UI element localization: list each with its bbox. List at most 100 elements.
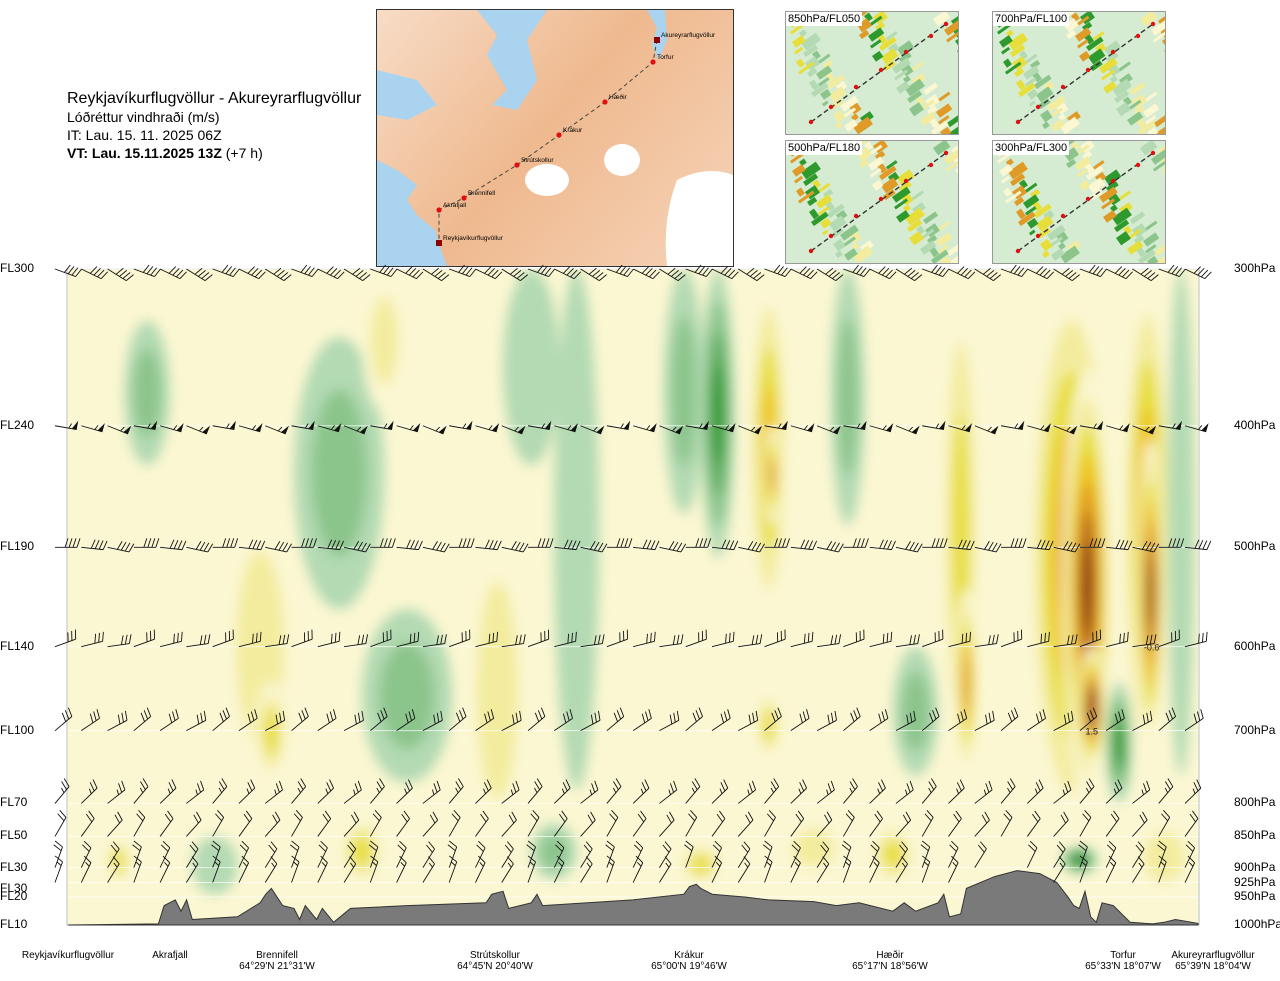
wind-barb — [238, 810, 253, 837]
field-patch — [1088, 177, 1106, 194]
wind-barb — [922, 420, 946, 431]
wind-barb — [685, 707, 703, 732]
field-patch — [1006, 158, 1014, 167]
field-patch — [1162, 37, 1165, 46]
contour-annotations: -0.6 1.5 — [1086, 643, 1160, 737]
mini-waypoint — [828, 233, 834, 239]
field-blob-19-6 — [1082, 540, 1093, 632]
field-patch — [1029, 100, 1036, 107]
wind-barb — [317, 709, 337, 732]
field-patch — [839, 95, 859, 112]
wind-barb — [1184, 423, 1209, 433]
wind-barb — [501, 811, 517, 837]
wind-barb — [54, 629, 77, 648]
location-label: Akureyrarflugvöllur 65°39'N 18°04'W — [1143, 950, 1280, 972]
wind-barb — [632, 855, 644, 883]
field-patch — [1036, 86, 1054, 103]
level-map[interactable]: 300hPa/FL300 — [992, 140, 1166, 264]
wind-barb — [133, 629, 155, 648]
wind-barb — [1158, 855, 1167, 883]
field-patch — [1030, 59, 1041, 70]
field-patch — [1156, 124, 1165, 134]
field-patch — [857, 147, 872, 162]
mini-waypoint — [1060, 213, 1066, 219]
wind-barb — [790, 539, 818, 551]
wind-barb — [475, 810, 489, 837]
field-patch — [790, 23, 805, 35]
wind-barb — [80, 779, 98, 804]
wind-barb — [1079, 778, 1095, 804]
field-patch — [899, 52, 912, 64]
wind-barb — [212, 629, 234, 648]
field-patch — [1042, 250, 1050, 259]
wind-barb — [343, 811, 360, 837]
field-patch — [899, 181, 912, 193]
wind-barb — [606, 778, 622, 804]
field-patch — [881, 177, 899, 194]
field-patch — [907, 219, 923, 233]
overview-map[interactable]: Akureyrarflugvöllur Torfur Hæðir Krákur Strú… — [376, 9, 734, 267]
field-patch — [1145, 115, 1157, 125]
wind-barb — [553, 855, 565, 883]
field-patch — [799, 29, 807, 38]
wind-barb — [447, 840, 458, 868]
wind-barb — [449, 420, 473, 431]
location-coord: 65°00'N 19°46'W — [651, 961, 727, 972]
field-patch — [1100, 69, 1116, 81]
fl-label-600: FL140 — [0, 638, 35, 653]
field-patch — [999, 164, 1013, 177]
wind-barb — [422, 841, 435, 868]
field-patch — [1153, 31, 1165, 43]
field-patch — [794, 46, 804, 55]
wind-barb — [974, 780, 993, 804]
level-map[interactable]: 700hPa/FL100 — [992, 11, 1166, 135]
field-patch — [1075, 156, 1092, 171]
field-patch — [1014, 196, 1025, 207]
wind-barb — [1132, 267, 1159, 282]
field-blob-28-2 — [351, 835, 372, 867]
wind-barb — [895, 811, 912, 837]
field-patch — [1018, 211, 1036, 227]
field-patch — [790, 152, 805, 164]
level-map-label: 850hPa/FL050 — [786, 12, 863, 26]
wind-barb — [869, 266, 897, 280]
wind-barb — [738, 710, 759, 732]
wind-barb — [1158, 264, 1186, 277]
field-patch — [803, 44, 819, 58]
field-patch — [1106, 52, 1119, 64]
field-patch — [864, 12, 873, 22]
wind-barb — [1106, 631, 1129, 648]
location-coord: 65°39'N 18°04'W — [1175, 961, 1251, 972]
wind-barb — [159, 779, 177, 804]
field-blob-33-1 — [1143, 832, 1185, 882]
wind-barb — [212, 420, 236, 431]
mini-waypoint — [1135, 162, 1141, 168]
field-patch — [801, 161, 821, 180]
wind-barb — [632, 266, 660, 280]
mini-waypoint — [1150, 21, 1156, 27]
field-blob-3-0 — [503, 269, 560, 466]
wind-barb — [396, 855, 407, 883]
mini-waypoint — [1150, 150, 1156, 156]
field-patch — [897, 40, 915, 57]
field-patch — [907, 90, 923, 104]
wind-barb — [1079, 629, 1102, 648]
location-coord: 65°33'N 18°07'W — [1085, 961, 1161, 972]
wind-barb — [816, 811, 833, 837]
field-patch — [910, 61, 925, 73]
wind-barb — [580, 856, 593, 883]
level-map[interactable]: 850hPa/FL050 — [785, 11, 959, 135]
wind-barb — [790, 779, 808, 804]
wind-barb — [843, 420, 867, 431]
glacier-hofsjokull — [604, 144, 640, 176]
wind-barb — [317, 539, 345, 551]
wind-barb — [107, 780, 126, 804]
map-point-label: Krákur — [563, 127, 583, 134]
field-patch — [1158, 143, 1165, 155]
wind-barb — [737, 780, 757, 804]
level-map[interactable]: 500hPa/FL180 — [785, 140, 959, 264]
wind-barb — [186, 425, 211, 435]
field-patch — [886, 31, 898, 41]
field-patch — [936, 103, 953, 118]
wind-barb — [133, 420, 158, 431]
